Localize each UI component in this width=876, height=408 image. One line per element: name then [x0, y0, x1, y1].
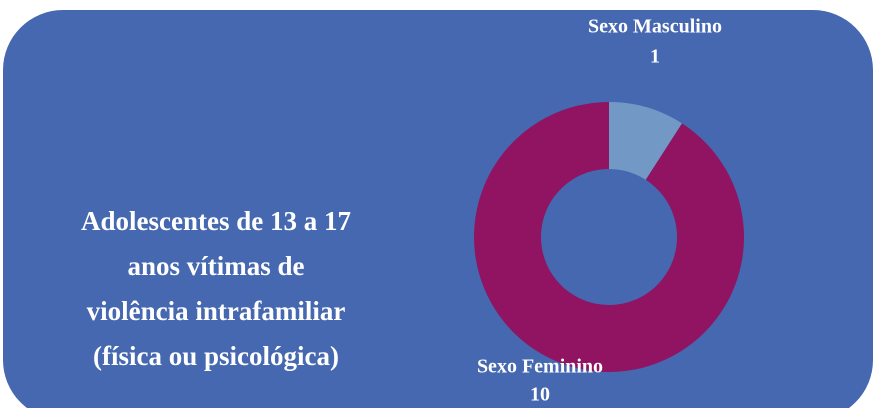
chart-title-line: anos vítimas de — [127, 251, 304, 281]
slice-value-label: 10 — [530, 384, 550, 406]
donut-slice — [473, 102, 744, 372]
chart-title-line: violência intrafamiliar — [87, 296, 346, 326]
chart-title-line: Adolescentes de 13 a 17 — [81, 206, 351, 236]
slice-category-label: Sexo Masculino — [588, 16, 722, 38]
chart-title-line: (física ou psicológica) — [93, 341, 339, 371]
slice-category-label: Sexo Feminino — [477, 356, 603, 378]
donut-slice — [609, 102, 682, 180]
slice-value-label: 1 — [650, 46, 660, 68]
